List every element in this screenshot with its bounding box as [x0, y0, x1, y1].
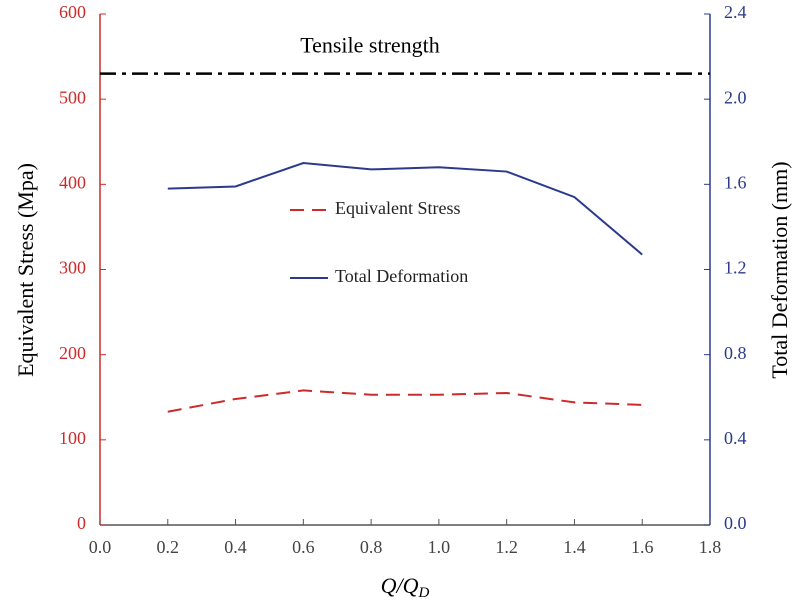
x-tick-label: 0.4 [224, 537, 247, 557]
reference-label: Tensile strength [300, 33, 440, 58]
x-axis-title-sub: D [418, 585, 430, 601]
y-tick-label: 400 [59, 172, 86, 192]
y2-tick-label: 1.2 [724, 258, 747, 278]
y2-tick-label: 0.0 [724, 513, 747, 533]
x-tick-label: 0.6 [292, 537, 315, 557]
y-tick-label: 200 [59, 343, 86, 363]
series-line [167, 162, 643, 256]
y2-tick-label: 2.4 [724, 2, 747, 22]
x-tick-label: 1.8 [699, 537, 722, 557]
x-tick-label: 1.4 [563, 537, 586, 557]
y2-tick-label: 1.6 [724, 172, 747, 192]
y-tick-label: 0 [77, 513, 86, 533]
series-line [167, 389, 643, 413]
x-axis-title: Q/QD [381, 573, 430, 601]
x-axis-title-main: Q/Q [381, 573, 419, 598]
y-axis-title: Equivalent Stress (Mpa) [13, 163, 38, 377]
y-tick-label: 600 [59, 2, 86, 22]
x-tick-label: 1.0 [428, 537, 451, 557]
legend-label: Total Deformation [335, 266, 468, 286]
y2-axis-title: Total Deformation (mm) [767, 161, 792, 378]
legend-label: Equivalent Stress [335, 198, 460, 218]
x-tick-label: 0.0 [89, 537, 112, 557]
x-tick-label: 1.6 [631, 537, 654, 557]
y2-tick-label: 0.8 [724, 343, 747, 363]
x-tick-label: 1.2 [495, 537, 518, 557]
y2-tick-label: 0.4 [724, 428, 747, 448]
y2-tick-label: 2.0 [724, 87, 747, 107]
y-tick-label: 500 [59, 87, 86, 107]
x-tick-label: 0.2 [157, 537, 180, 557]
x-tick-label: 0.8 [360, 537, 383, 557]
y-tick-label: 300 [59, 258, 86, 278]
y-tick-label: 100 [59, 428, 86, 448]
